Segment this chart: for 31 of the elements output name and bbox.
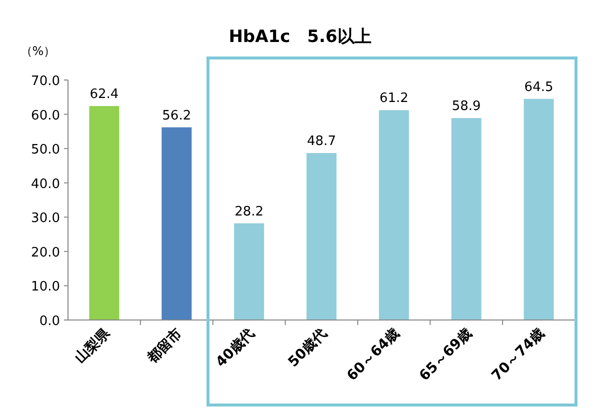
x-tick-label: 山梨県 [72,324,114,367]
data-label: 56.2 [162,108,192,124]
y-tick-label: 50.0 [31,142,60,158]
data-label: 58.9 [452,99,481,114]
data-label: 48.7 [307,134,336,150]
bar [162,127,192,320]
chart-title: HbA1c 5.6以上 [228,27,372,47]
bar [378,110,409,320]
data-label: 62.4 [90,87,119,102]
y-tick-label: 60.0 [31,108,60,124]
y-tick-label: 20.0 [31,245,60,260]
data-label: 64.5 [524,80,554,95]
bar [451,118,482,320]
data-label: 28.2 [234,204,264,220]
y-tick-label: 10.0 [31,280,60,295]
y-tick-label: 70.0 [31,74,60,89]
x-tick-label: 都留市 [143,324,186,368]
bar [89,106,120,320]
y-tick-label: 40.0 [31,176,60,192]
bar [306,153,336,320]
x-tick-label: 70～74歳 [488,326,548,384]
y-tick-label: 0.0 [39,314,60,329]
data-label: 61.2 [379,91,408,106]
x-tick-label: 65～69歳 [416,326,476,384]
bar [234,223,264,320]
x-tick-label: 40歳代 [213,326,258,370]
y-axis-title: （%） [20,44,56,58]
bar [524,98,554,320]
x-tick-label: 50歳代 [285,326,330,370]
x-tick-label: 60～64歳 [344,326,403,384]
y-tick-label: 30.0 [31,211,60,226]
